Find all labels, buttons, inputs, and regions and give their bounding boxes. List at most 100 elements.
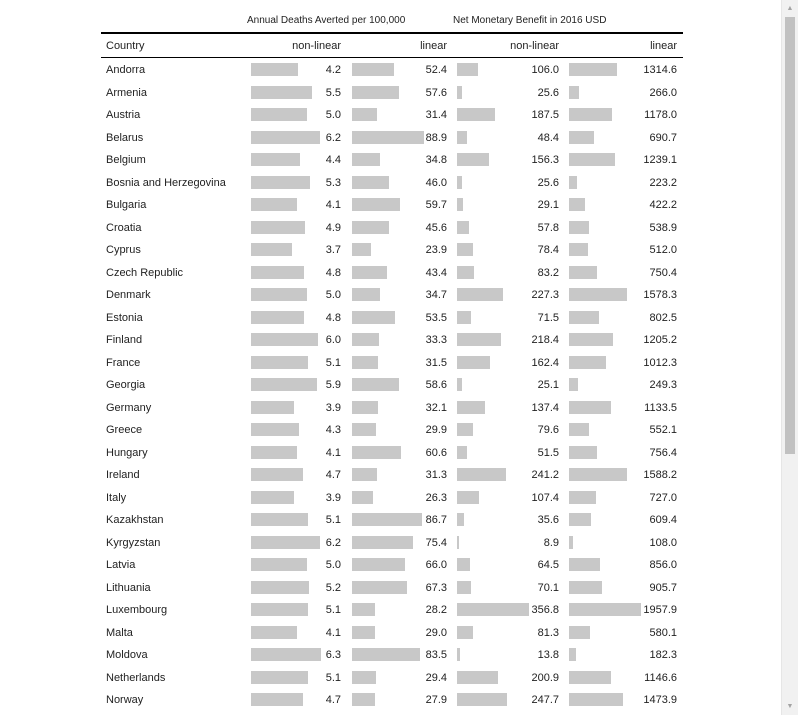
table-row: Germany 3.9 32.1 137.4 1133.5 [101,397,683,419]
benefit-linear-bar [569,445,597,459]
deaths-linear-bar [352,580,407,594]
benefit-nonlinear-value: 51.5 [537,446,559,459]
benefit-nonlinear-bar [457,243,473,256]
benefit-nonlinear-value: 25.6 [537,86,559,99]
deaths-linear-bar [352,288,381,301]
country-name: Norway [106,694,144,706]
deaths-linear-value: 29.4 [425,671,447,684]
deaths-nonlinear-value: 3.9 [325,401,341,414]
deaths-linear-bar [352,490,374,504]
deaths-linear-bar [352,423,377,436]
deaths-nonlinear-value: 5.1 [325,604,341,616]
deaths-linear-bar [352,445,402,459]
table-row: Latvia 5.0 66.0 64.5 856.0 [101,554,683,576]
country-name: Italy [106,491,127,504]
benefit-linear-value: 552.1 [649,424,677,436]
scroll-down-arrow-icon[interactable]: ▼ [786,703,794,710]
country-name: Czech Republic [106,266,184,279]
deaths-linear-bar [352,265,388,279]
deaths-linear-bar [352,693,375,706]
benefit-linear-bar [569,265,597,279]
deaths-linear-value: 57.6 [425,86,447,99]
country-name: Armenia [106,86,147,99]
table-row: Belarus 6.2 88.9 48.4 690.7 [101,127,683,149]
deaths-nonlinear-bar [251,648,321,661]
deaths-nonlinear-value: 5.0 [325,559,341,571]
benefit-linear-value: 422.2 [649,199,677,211]
country-name: Kyrgyzstan [106,536,161,549]
benefit-nonlinear-value: 241.2 [531,469,559,481]
benefit-nonlinear-bar [457,153,489,166]
country-name: Hungary [106,446,148,459]
col-header-benefit-linear: linear [650,40,677,52]
benefit-linear-bar [569,108,613,121]
deaths-linear-value: 59.7 [425,199,447,211]
deaths-nonlinear-value: 4.3 [325,424,341,436]
benefit-linear-bar [569,198,585,211]
deaths-linear-bar [352,670,376,684]
country-name: Andorra [106,64,146,76]
benefit-linear-bar [569,468,628,481]
benefit-linear-bar [569,513,592,526]
benefit-nonlinear-bar [457,468,506,481]
deaths-nonlinear-bar [251,288,307,301]
benefit-nonlinear-value: 356.8 [531,604,559,616]
deaths-linear-bar [352,310,396,324]
deaths-linear-bar [352,513,423,526]
benefit-linear-value: 1178.0 [644,109,677,121]
deaths-linear-bar [352,378,400,391]
deaths-linear-value: 29.0 [425,626,447,639]
country-name: Luxembourg [106,604,168,616]
table-row: Greece 4.3 29.9 79.6 552.1 [101,419,683,441]
scroll-thumb[interactable] [785,17,795,454]
benefit-nonlinear-bar [457,558,471,571]
benefit-nonlinear-value: 8.9 [543,536,559,549]
deaths-linear-value: 27.9 [425,694,447,706]
benefit-nonlinear-value: 57.8 [537,221,559,234]
benefit-linear-value: 756.4 [649,446,677,459]
deaths-linear-value: 83.5 [425,649,447,661]
deaths-nonlinear-value: 4.1 [325,626,341,639]
benefit-linear-bar [569,333,614,346]
benefit-linear-value: 1578.3 [643,289,677,301]
benefit-linear-value: 1239.1 [643,154,677,166]
table-row: France 5.1 31.5 162.4 1012.3 [101,352,683,374]
benefit-linear-bar [569,220,589,234]
benefit-nonlinear-bar [457,513,465,526]
deaths-nonlinear-bar [251,445,297,459]
deaths-nonlinear-bar [251,85,313,99]
deaths-nonlinear-value: 4.7 [325,694,341,706]
deaths-linear-value: 29.9 [425,424,447,436]
table-row: Norway 4.7 27.9 247.7 1473.9 [101,689,683,711]
benefit-linear-bar [569,310,599,324]
scroll-up-arrow-icon[interactable]: ▲ [786,5,794,12]
deaths-nonlinear-value: 4.7 [325,469,341,481]
vertical-scrollbar[interactable]: ▲ ▼ [781,0,798,715]
benefit-nonlinear-bar [457,670,498,684]
benefit-nonlinear-value: 35.6 [537,514,559,526]
table-row: Netherlands 5.1 29.4 200.9 1146.6 [101,667,683,689]
benefit-linear-bar [569,378,579,391]
benefit-nonlinear-value: 48.4 [537,131,559,144]
benefit-linear-bar [569,580,603,594]
table-row: Bulgaria 4.1 59.7 29.1 422.2 [101,194,683,216]
table-row: Hungary 4.1 60.6 51.5 756.4 [101,442,683,464]
deaths-nonlinear-value: 6.0 [325,334,341,346]
deaths-nonlinear-value: 6.3 [325,649,341,661]
country-name: Austria [106,109,141,121]
deaths-nonlinear-value: 4.4 [325,154,341,166]
deaths-linear-value: 86.7 [425,514,447,526]
benefit-linear-bar [569,85,579,99]
deaths-linear-value: 88.9 [425,131,447,144]
table-row: Lithuania 5.2 67.3 70.1 905.7 [101,577,683,599]
deaths-nonlinear-bar [251,63,298,76]
country-name: Bulgaria [106,199,147,211]
deaths-linear-value: 67.3 [425,581,447,594]
benefit-linear-value: 512.0 [649,244,677,256]
benefit-linear-value: 538.9 [649,221,677,234]
deaths-nonlinear-bar [251,423,299,436]
deaths-linear-bar [352,63,395,76]
table-row: Kazakhstan 5.1 86.7 35.6 609.4 [101,509,683,531]
benefit-nonlinear-bar [457,378,463,391]
benefit-nonlinear-bar [457,310,472,324]
